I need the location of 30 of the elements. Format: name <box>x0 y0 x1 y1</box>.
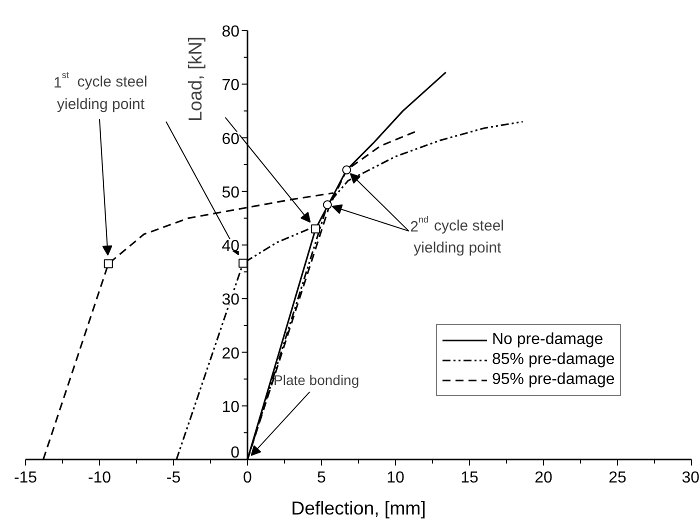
legend-label: 85% pre-damage <box>492 351 615 369</box>
y-tick-label: 30 <box>222 292 240 309</box>
point <box>311 224 320 234</box>
x-tick-label: 5 <box>317 470 326 486</box>
y-tick-label: 20 <box>222 345 240 362</box>
point <box>342 165 352 174</box>
x-tick-label: 25 <box>608 470 626 486</box>
y-axis-title: Load, [kN] <box>184 36 206 122</box>
y-tick-label: 50 <box>222 184 240 202</box>
x-axis-title: Deflection, [mm] <box>291 498 426 518</box>
x-tick-label: -15 <box>14 470 38 486</box>
y-tick-label: 60 <box>222 130 240 148</box>
x-tick-label: -5 <box>166 470 181 486</box>
point <box>322 200 332 210</box>
x-tick-label: -10 <box>88 470 112 486</box>
x-tick-label: 20 <box>534 470 552 486</box>
y-tick-label: 0 <box>230 444 240 462</box>
x-tick-label: 30 <box>682 470 699 486</box>
y-tick-label: 70 <box>222 77 240 94</box>
point <box>238 258 248 268</box>
x-tick-label: 15 <box>460 470 478 486</box>
annotation: Plate bonding <box>274 372 360 388</box>
legend-label: No pre-damage <box>492 331 604 349</box>
point <box>104 259 113 268</box>
y-tick-label: 10 <box>222 398 240 416</box>
x-tick-label: 0 <box>243 470 252 486</box>
y-tick-label: 80 <box>222 24 240 41</box>
y-tick-label: 40 <box>222 238 240 256</box>
x-tick-label: 10 <box>386 470 404 486</box>
legend-label: 95% pre-damage <box>492 371 615 389</box>
